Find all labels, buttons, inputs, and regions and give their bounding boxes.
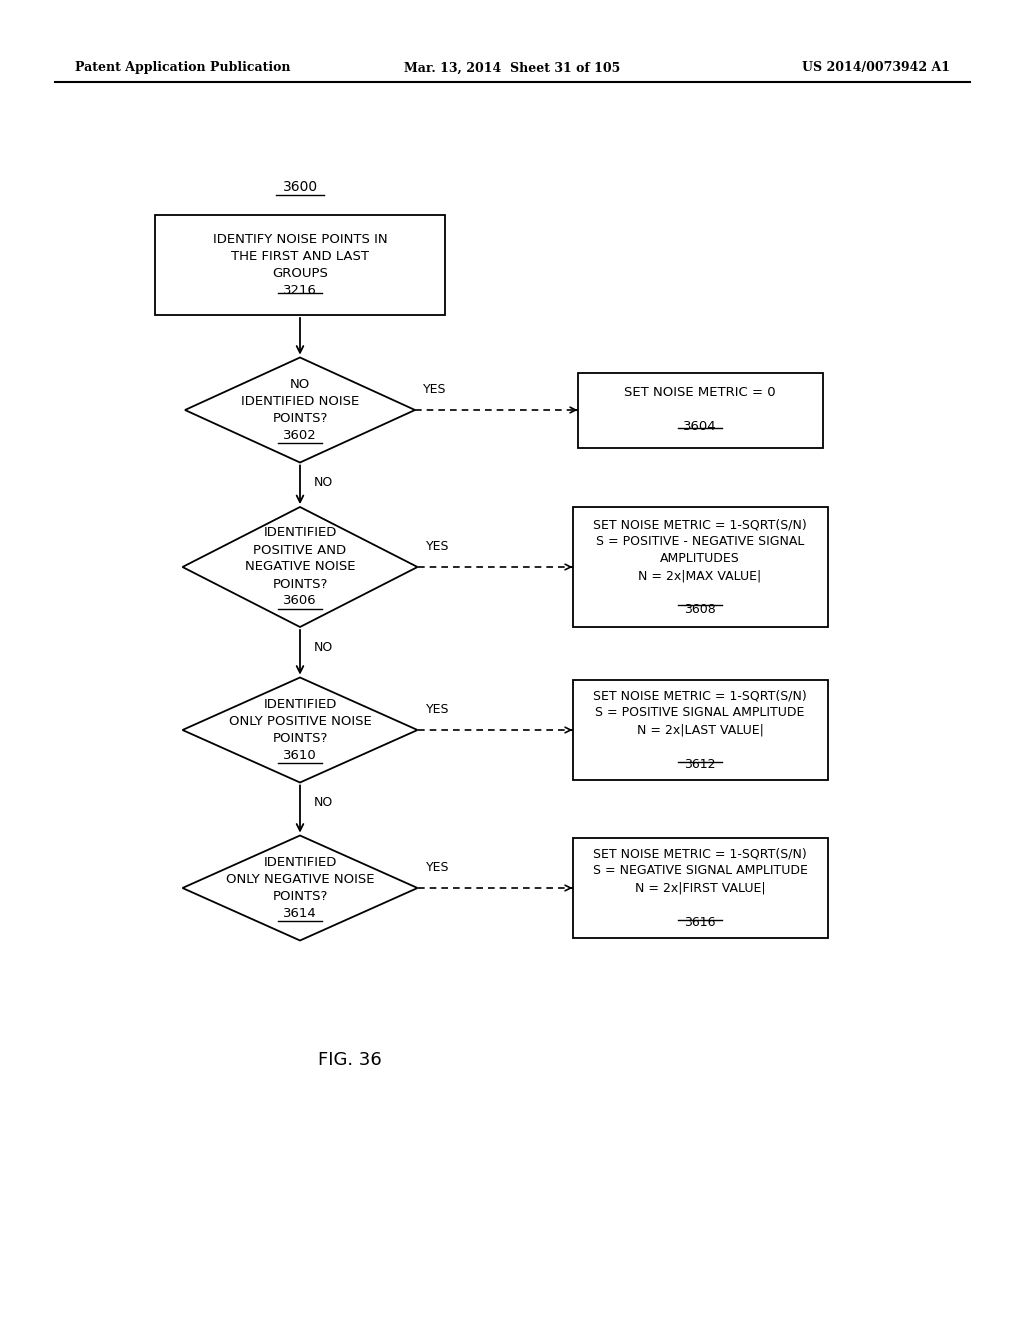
Text: IDENTIFIED
ONLY POSITIVE NOISE
POINTS?
3610: IDENTIFIED ONLY POSITIVE NOISE POINTS? 3… bbox=[228, 698, 372, 762]
Text: SET NOISE METRIC = 0

3604: SET NOISE METRIC = 0 3604 bbox=[625, 387, 776, 433]
Polygon shape bbox=[182, 507, 418, 627]
Text: SET NOISE METRIC = 1-SQRT(S/N)
S = POSITIVE - NEGATIVE SIGNAL
AMPLITUDES
N = 2x|: SET NOISE METRIC = 1-SQRT(S/N) S = POSIT… bbox=[593, 517, 807, 616]
Bar bbox=[572, 680, 827, 780]
Text: YES: YES bbox=[426, 861, 449, 874]
Text: NO: NO bbox=[314, 642, 333, 653]
Text: IDENTIFIED
POSITIVE AND
NEGATIVE NOISE
POINTS?
3606: IDENTIFIED POSITIVE AND NEGATIVE NOISE P… bbox=[245, 527, 355, 607]
Text: YES: YES bbox=[423, 383, 446, 396]
Polygon shape bbox=[185, 358, 415, 462]
Text: FIG. 36: FIG. 36 bbox=[318, 1051, 382, 1069]
Polygon shape bbox=[182, 836, 418, 940]
Text: NO: NO bbox=[314, 796, 333, 809]
Bar bbox=[572, 838, 827, 939]
Text: IDENTIFIED
ONLY NEGATIVE NOISE
POINTS?
3614: IDENTIFIED ONLY NEGATIVE NOISE POINTS? 3… bbox=[225, 855, 374, 920]
Bar bbox=[578, 372, 822, 447]
Text: IDENTIFY NOISE POINTS IN
THE FIRST AND LAST
GROUPS
3216: IDENTIFY NOISE POINTS IN THE FIRST AND L… bbox=[213, 234, 387, 297]
Text: Patent Application Publication: Patent Application Publication bbox=[75, 62, 291, 74]
Text: Mar. 13, 2014  Sheet 31 of 105: Mar. 13, 2014 Sheet 31 of 105 bbox=[403, 62, 621, 74]
Text: US 2014/0073942 A1: US 2014/0073942 A1 bbox=[802, 62, 950, 74]
Text: YES: YES bbox=[426, 540, 449, 553]
Bar bbox=[155, 215, 445, 315]
Text: 3600: 3600 bbox=[283, 180, 317, 194]
Bar bbox=[572, 507, 827, 627]
Text: NO: NO bbox=[314, 477, 333, 490]
Text: SET NOISE METRIC = 1-SQRT(S/N)
S = NEGATIVE SIGNAL AMPLITUDE
N = 2x|FIRST VALUE|: SET NOISE METRIC = 1-SQRT(S/N) S = NEGAT… bbox=[593, 847, 808, 928]
Polygon shape bbox=[182, 677, 418, 783]
Text: YES: YES bbox=[426, 704, 449, 715]
Text: NO
IDENTIFIED NOISE
POINTS?
3602: NO IDENTIFIED NOISE POINTS? 3602 bbox=[241, 378, 359, 442]
Text: SET NOISE METRIC = 1-SQRT(S/N)
S = POSITIVE SIGNAL AMPLITUDE
N = 2x|LAST VALUE|
: SET NOISE METRIC = 1-SQRT(S/N) S = POSIT… bbox=[593, 689, 807, 771]
